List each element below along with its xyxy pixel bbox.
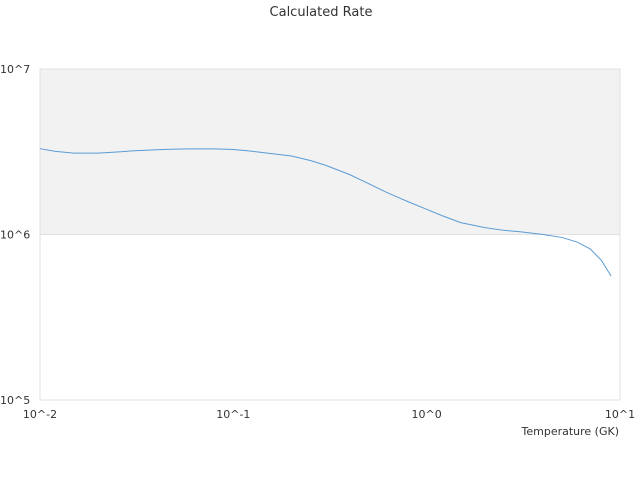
chart-title: Calculated Rate (270, 5, 373, 20)
series-line-0 (39, 148, 612, 277)
x-tick-label: 10^0 (412, 408, 442, 421)
y-tick-label: 10^5 (0, 394, 30, 407)
plot-area (39, 68, 621, 401)
x-axis-label: Temperature (GK) (521, 425, 620, 438)
x-tick-label: 10^1 (605, 408, 635, 421)
shaded-band (40, 69, 620, 235)
y-tick-label: 10^7 (0, 63, 30, 76)
x-tick-label: 10^-2 (23, 408, 57, 421)
x-tick-label: 10^-1 (216, 408, 250, 421)
y-tick-label: 10^6 (0, 229, 30, 242)
